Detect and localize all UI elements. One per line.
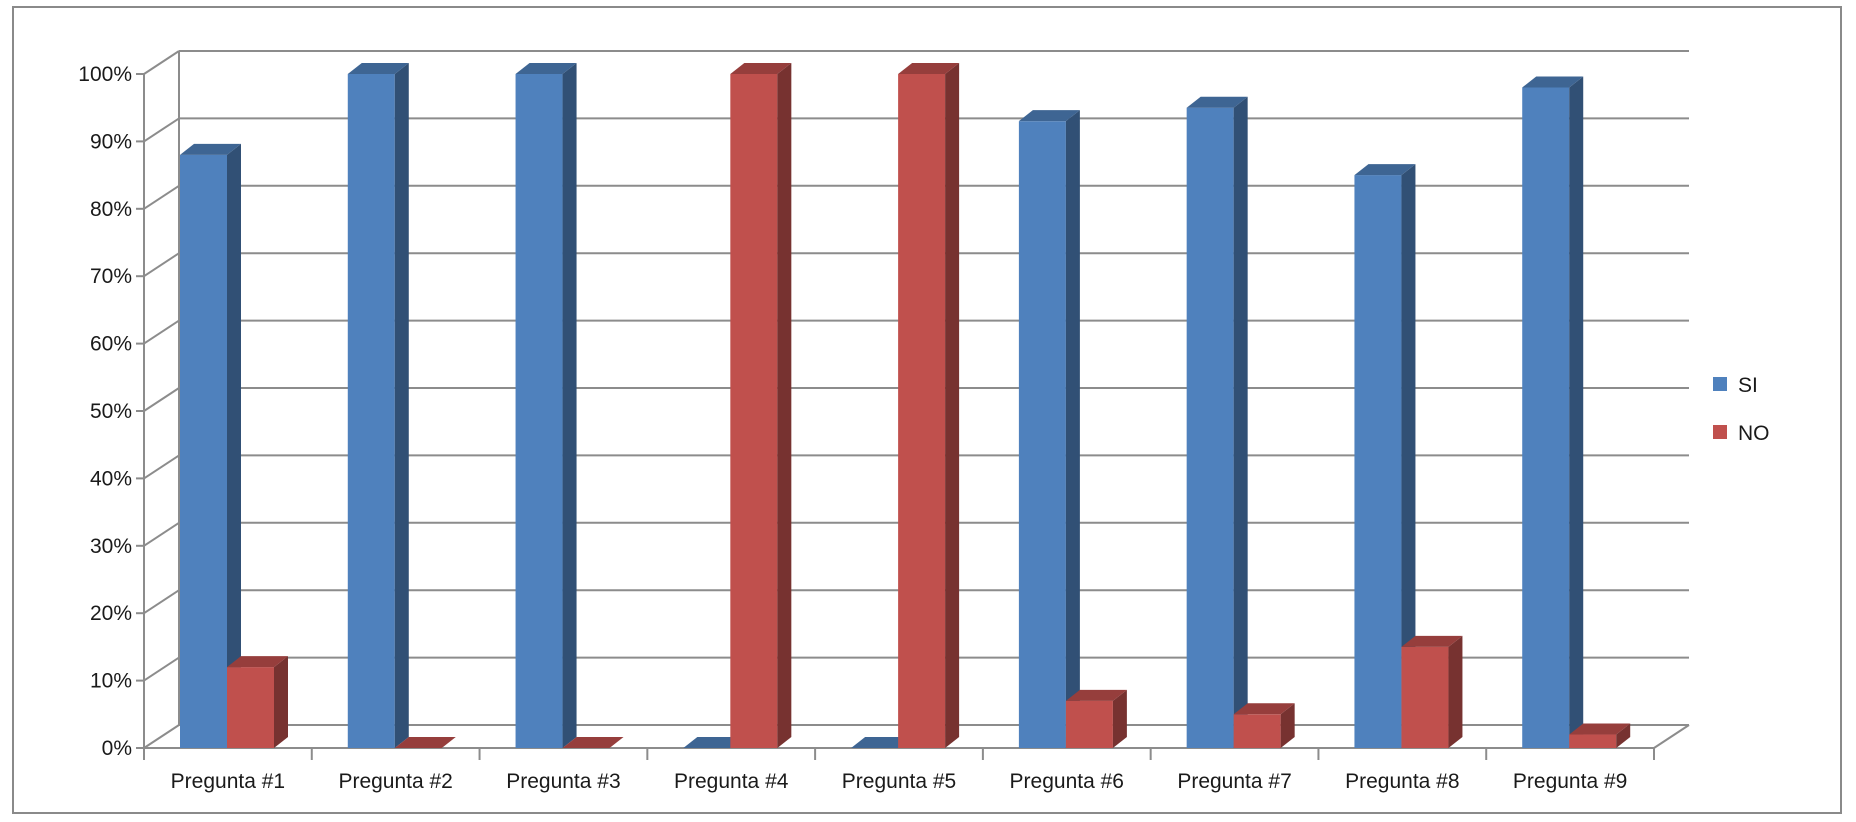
legend-swatch <box>1713 377 1727 391</box>
x-category-label: Pregunta #8 <box>1345 770 1459 793</box>
bar-si <box>1018 110 1080 749</box>
bar-no <box>1065 689 1127 748</box>
bar-no <box>1569 723 1631 748</box>
chart-frame: 0% 10% 20% 30% 40% 50% 60% 70% 80% 90% 100% Pregun… <box>12 6 1842 814</box>
bar-si <box>683 737 745 748</box>
gridline <box>136 50 1689 75</box>
bar-si <box>851 737 913 748</box>
y-tick-label: 10% <box>90 670 132 693</box>
bar-no <box>227 656 288 748</box>
y-tick-label: 90% <box>90 130 132 153</box>
x-category-label: Pregunta #9 <box>1513 770 1627 793</box>
legend-label: NO <box>1738 422 1770 445</box>
bar-chart: 0% 10% 20% 30% 40% 50% 60% 70% 80% 90% 100% Pregun… <box>78 50 1770 793</box>
bar-si <box>515 63 577 748</box>
y-tick-label: 20% <box>90 602 132 625</box>
bar-si <box>347 63 409 748</box>
bar-no <box>1401 635 1463 748</box>
legend-label: SI <box>1738 374 1758 397</box>
bar-si <box>1186 96 1248 748</box>
x-category-label: Pregunta #3 <box>506 770 620 793</box>
legend-swatch <box>1713 425 1727 439</box>
y-tick-label: 60% <box>90 333 132 356</box>
legend-item-si: SI <box>1713 374 1758 397</box>
y-tick-label: 50% <box>90 400 132 423</box>
x-category-label: Pregunta #7 <box>1177 770 1291 793</box>
bars <box>180 63 1631 749</box>
x-category-label: Pregunta #2 <box>338 770 452 793</box>
y-tick-label: 0% <box>102 737 132 760</box>
x-axis-categories: Pregunta #1 Pregunta #2 Pregunta #3 Pregunt… <box>171 770 1628 793</box>
y-tick-label: 40% <box>90 467 132 490</box>
legend-item-no: NO <box>1713 422 1770 445</box>
bar-no <box>1233 703 1295 748</box>
y-tick-label: 100% <box>78 63 132 86</box>
bar-no <box>562 737 624 748</box>
x-category-label: Pregunta #5 <box>842 770 956 793</box>
y-axis-ticks: 0% 10% 20% 30% 40% 50% 60% 70% 80% 90% 100% <box>78 63 132 760</box>
bar-no <box>898 63 960 748</box>
x-category-label: Pregunta #4 <box>674 770 789 793</box>
y-tick-label: 80% <box>90 198 132 221</box>
bar-si <box>180 143 241 748</box>
bar-no <box>394 737 456 748</box>
y-tick-label: 70% <box>90 265 132 288</box>
x-category-label: Pregunta #6 <box>1010 770 1124 793</box>
bar-si <box>1354 164 1416 749</box>
bar-no <box>730 63 792 748</box>
x-category-label: Pregunta #1 <box>171 770 285 793</box>
y-tick-label: 30% <box>90 535 132 558</box>
legend: SI NO <box>1713 374 1770 445</box>
bar-si <box>1522 76 1584 749</box>
